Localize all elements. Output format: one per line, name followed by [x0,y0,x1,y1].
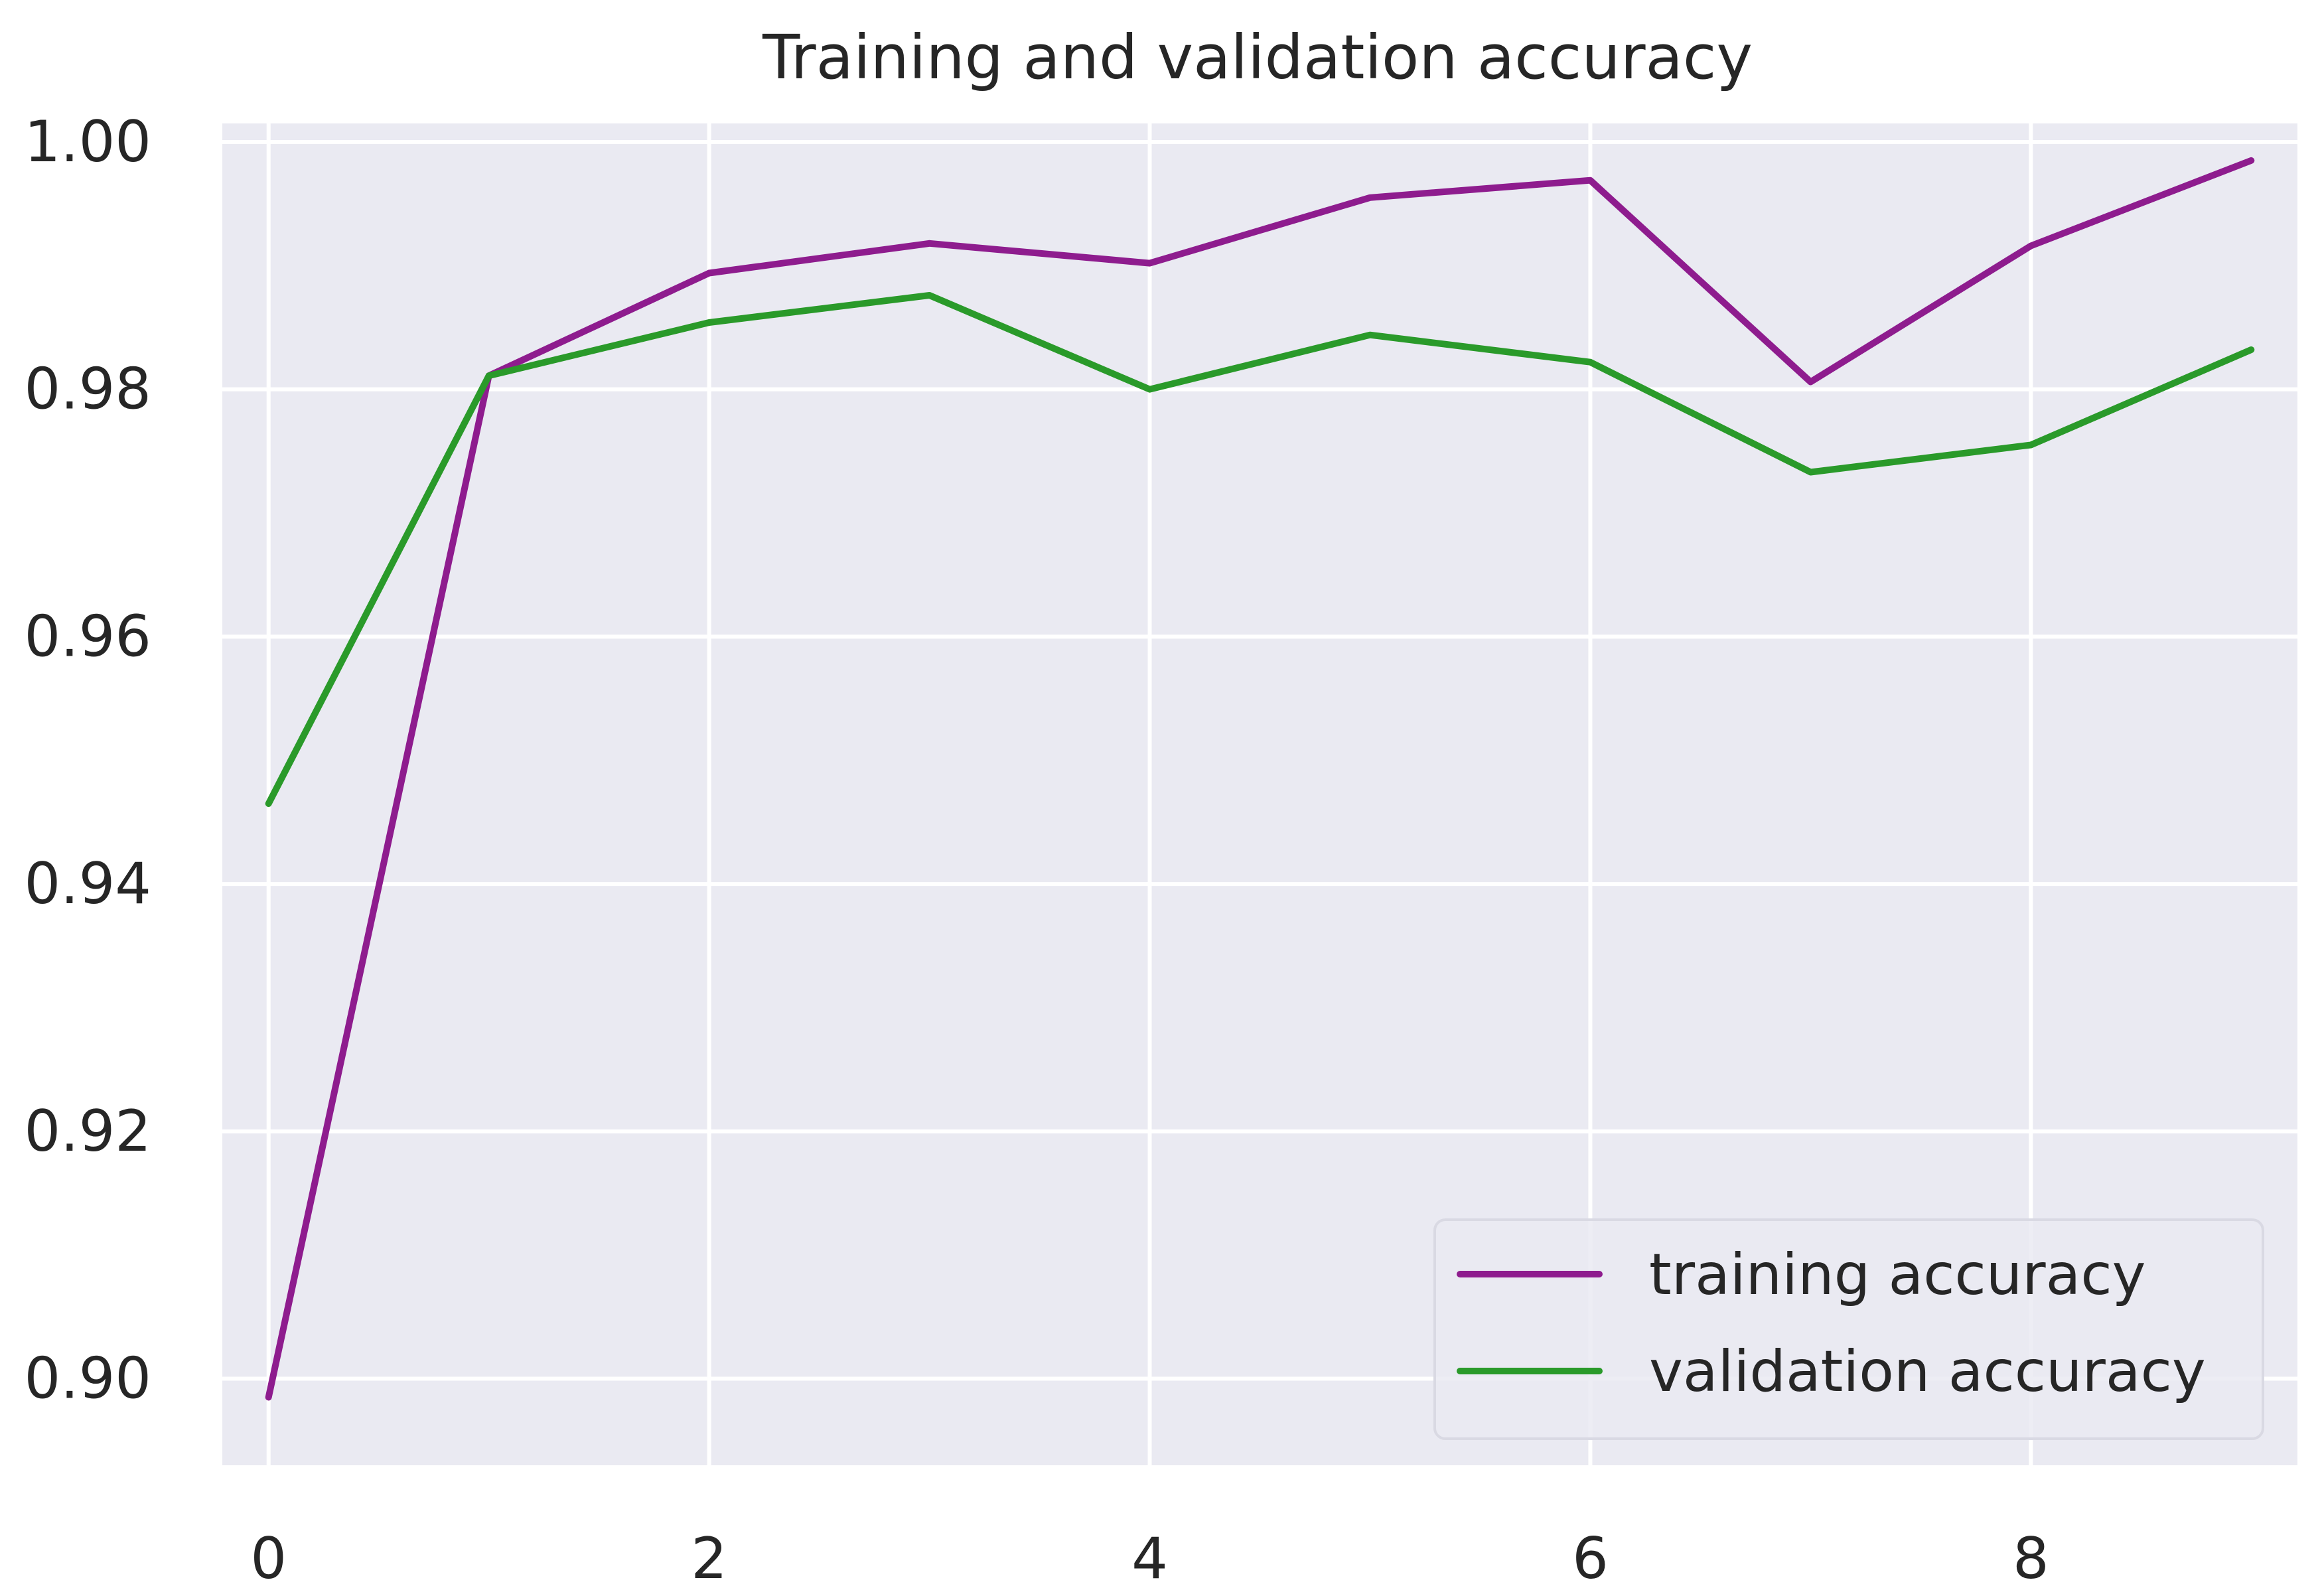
series-line-validation [265,292,2255,807]
legend-box [1433,1218,2264,1440]
grid-lines [222,123,2297,1465]
x-tick-label: 8 [2013,1526,2049,1592]
legend-label-training: training accuracy [1649,1242,2146,1308]
x-tick-label: 2 [691,1526,727,1592]
y-tick-label: 0.92 [25,1098,151,1165]
y-tick-label: 0.90 [25,1346,151,1412]
y-axis-ticks: 0.90 0.92 0.94 0.96 0.98 1.00 [25,109,151,1412]
x-tick-label: 4 [1131,1526,1168,1592]
series-line-training [265,157,2255,1401]
y-tick-label: 0.94 [25,851,151,917]
legend: training accuracy validation accuracy [1433,1218,2264,1440]
y-tick-label: 1.00 [25,109,151,175]
chart-title: Training and validation accuracy [762,22,1753,93]
x-axis-ticks: 0 2 4 6 8 [250,1526,2049,1592]
y-tick-label: 0.96 [25,603,151,670]
legend-label-validation: validation accuracy [1649,1339,2206,1405]
y-tick-label: 0.98 [25,356,151,423]
x-tick-label: 0 [250,1526,287,1592]
x-tick-label: 6 [1572,1526,1609,1592]
series-lines [265,157,2255,1401]
